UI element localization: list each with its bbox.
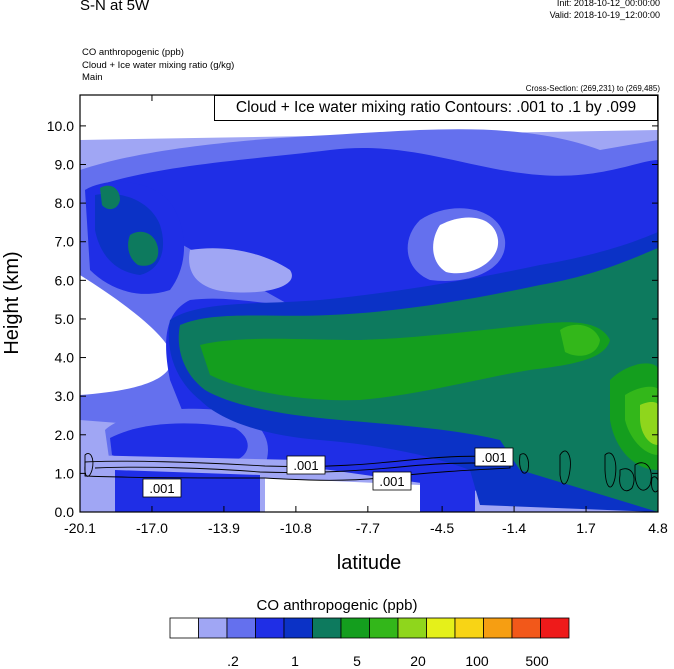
contour-info-box: Cloud + Ice water mixing ratio Contours:…	[214, 95, 658, 121]
variable-label-cloud: Cloud + Ice water mixing ratio (g/kg)	[82, 60, 235, 71]
colorbar-swatch	[369, 617, 399, 639]
y-tick-label: 0.0	[55, 504, 75, 520]
colorbar-swatch	[397, 617, 427, 639]
contour-cell	[634, 462, 652, 491]
x-axis-title: latitude	[337, 552, 402, 574]
cross-section-label: Cross-Section: (269,231) to (269,485)	[525, 84, 660, 93]
co-surface-right	[420, 470, 475, 512]
colorbar-title: CO anthropogenic (ppb)	[256, 597, 418, 614]
colorbar-swatch	[540, 617, 570, 639]
x-tick-label: -7.7	[356, 520, 380, 536]
x-tick-label: -17.0	[136, 520, 168, 536]
colorbar-swatch	[169, 617, 199, 639]
contour-label-box	[142, 478, 182, 498]
x-tick-label: -4.5	[430, 520, 454, 536]
co-patch-teal-top	[100, 185, 120, 210]
clean-air-top-left	[80, 95, 200, 138]
clean-air-left	[80, 275, 172, 395]
colorbar-label: 100	[465, 653, 489, 669]
x-tick-label: 4.8	[648, 520, 668, 536]
colorbar-swatch	[454, 617, 484, 639]
heatmap-field	[80, 95, 658, 512]
contour-label: .001	[379, 474, 404, 489]
colorbar-swatch	[255, 617, 285, 639]
co-surface-blue	[115, 470, 260, 512]
domain-label: Main	[82, 72, 103, 83]
colorbar-swatch	[426, 617, 456, 639]
contour-cell	[619, 468, 635, 492]
y-axis-title: Height (km)	[1, 251, 23, 354]
co-patch-mid	[189, 248, 292, 293]
x-tick-label: -20.1	[64, 520, 96, 536]
contour-cell	[559, 450, 571, 485]
variable-label-co: CO anthropogenic (ppb)	[82, 47, 184, 58]
contour-label-group: .001 .001 .001 .001	[142, 447, 514, 498]
y-tick-label: 3.0	[55, 388, 75, 404]
colorbar-swatch	[511, 617, 541, 639]
contour-label: .001	[293, 458, 318, 473]
contour-label-box	[372, 471, 412, 491]
y-axis: 0.0 1.0 2.0 3.0 4.0 5.0 6.0 7.0 8.0 9.0 10.0	[47, 118, 658, 520]
x-tick-label: -13.9	[208, 520, 240, 536]
contour-label: .001	[149, 481, 174, 496]
colorbar-swatch	[283, 617, 313, 639]
colorbar	[169, 617, 570, 639]
contour-label-box	[474, 447, 514, 467]
colorbar-label: 1	[291, 653, 299, 669]
co-patch-yellowgreen-right	[640, 401, 658, 445]
y-tick-label: 7.0	[55, 234, 75, 250]
init-time: Init: 2018-10-12_00:00:00	[556, 0, 660, 8]
contour-cell	[519, 453, 529, 474]
co-patch-green-light	[560, 324, 600, 356]
plot-title: S-N at 5W	[80, 0, 150, 14]
colorbar-label: 500	[525, 653, 549, 669]
x-tick-label: -1.4	[502, 520, 526, 536]
contour-label-box	[286, 455, 326, 475]
colorbar-swatch	[226, 617, 256, 639]
y-tick-label: 6.0	[55, 272, 75, 288]
x-tick-label: -10.8	[280, 520, 312, 536]
contour-label: .001	[481, 450, 506, 465]
x-axis: -20.1 -17.0 -13.9 -10.8 -7.7 -4.5 -1.4 1.7 4.8	[64, 95, 668, 536]
co-blob-lower-inner	[110, 423, 248, 464]
colorbar-swatch	[340, 617, 370, 639]
co-patch-teal-left	[128, 231, 159, 266]
y-tick-label: 10.0	[47, 118, 74, 134]
clean-patch-upper	[433, 217, 499, 274]
y-tick-label: 9.0	[55, 157, 75, 173]
y-tick-label: 4.0	[55, 350, 75, 366]
co-region-green	[200, 322, 610, 401]
contour-cell	[604, 452, 617, 488]
contour-cell	[651, 476, 658, 493]
y-tick-label: 2.0	[55, 427, 75, 443]
y-tick-label: 5.0	[55, 311, 75, 327]
x-tick-label: 1.7	[576, 520, 596, 536]
colorbar-label: 20	[410, 653, 426, 669]
colorbar-label: .2	[227, 653, 239, 669]
colorbar-swatch	[312, 617, 342, 639]
y-tick-label: 1.0	[55, 465, 75, 481]
colorbar-swatch	[198, 617, 228, 639]
y-tick-label: 8.0	[55, 195, 75, 211]
colorbar-label: 5	[353, 653, 361, 669]
colorbar-swatch	[483, 617, 513, 639]
contour-cell	[84, 453, 94, 477]
valid-time: Valid: 2018-10-19_12:00:00	[549, 10, 660, 20]
